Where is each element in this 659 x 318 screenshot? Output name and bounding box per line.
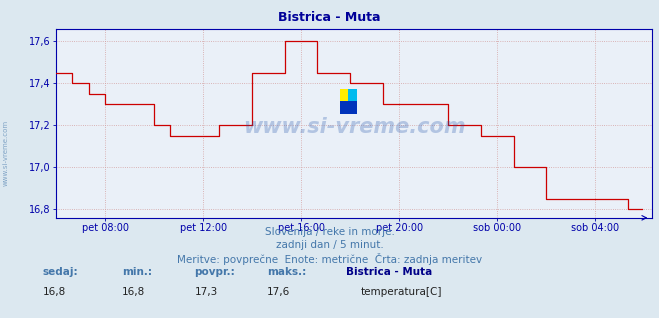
Text: Meritve: povprečne  Enote: metrične  Črta: zadnja meritev: Meritve: povprečne Enote: metrične Črta:… [177, 253, 482, 265]
Text: www.si-vreme.com: www.si-vreme.com [2, 120, 9, 186]
Text: temperatura[C]: temperatura[C] [361, 287, 443, 297]
Text: Bistrica - Muta: Bistrica - Muta [346, 267, 432, 277]
Text: 17,3: 17,3 [194, 287, 217, 297]
Text: Slovenija / reke in morje.: Slovenija / reke in morje. [264, 227, 395, 237]
Text: maks.:: maks.: [267, 267, 306, 277]
Text: 16,8: 16,8 [122, 287, 145, 297]
Text: min.:: min.: [122, 267, 152, 277]
Text: zadnji dan / 5 minut.: zadnji dan / 5 minut. [275, 240, 384, 250]
Text: 16,8: 16,8 [43, 287, 66, 297]
Text: povpr.:: povpr.: [194, 267, 235, 277]
Text: Bistrica - Muta: Bistrica - Muta [278, 11, 381, 24]
Text: sedaj:: sedaj: [43, 267, 78, 277]
Text: www.si-vreme.com: www.si-vreme.com [243, 117, 465, 137]
Text: 17,6: 17,6 [267, 287, 290, 297]
